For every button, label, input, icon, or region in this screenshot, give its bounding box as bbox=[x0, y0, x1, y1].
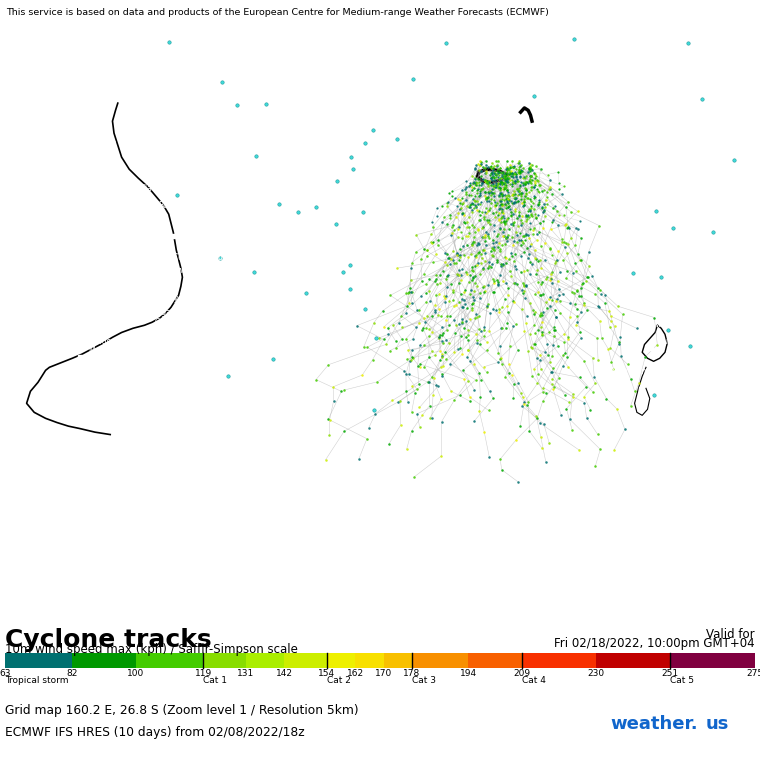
Text: us: us bbox=[706, 714, 730, 733]
Text: 162: 162 bbox=[347, 670, 364, 678]
Text: Valid for: Valid for bbox=[706, 628, 755, 641]
Text: Map data © OpenStreetMap contributors, rendering GIScience Research Group @ Heid: Map data © OpenStreetMap contributors, r… bbox=[449, 618, 756, 624]
Text: 131: 131 bbox=[237, 670, 254, 678]
Text: Bendigo: Bendigo bbox=[80, 337, 111, 346]
Bar bbox=[468, 653, 521, 668]
Text: 100: 100 bbox=[127, 670, 144, 678]
Text: 230: 230 bbox=[587, 670, 604, 678]
Bar bbox=[596, 653, 670, 668]
Bar bbox=[245, 653, 284, 668]
Text: weather.: weather. bbox=[610, 714, 698, 733]
Text: Gladstone: Gladstone bbox=[140, 184, 179, 193]
Text: ECMWF IFS HRES (10 days) from 02/08/2022/18z: ECMWF IFS HRES (10 days) from 02/08/2022… bbox=[5, 726, 305, 739]
Text: Coffs Harbour: Coffs Harbour bbox=[173, 252, 226, 261]
Text: 63: 63 bbox=[0, 670, 11, 678]
Bar bbox=[327, 653, 355, 668]
Text: Wagga Wagga: Wagga Wagga bbox=[116, 308, 171, 317]
Text: 194: 194 bbox=[460, 670, 477, 678]
Text: 142: 142 bbox=[276, 670, 293, 678]
Text: Townsville: Townsville bbox=[78, 138, 117, 147]
Text: Palmerston North: Palmerston North bbox=[650, 378, 717, 387]
Text: 119: 119 bbox=[195, 670, 212, 678]
Text: Melbourne: Melbourne bbox=[88, 346, 128, 355]
Text: 251: 251 bbox=[661, 670, 679, 678]
Text: 10m wind speed max (kph) / Saffir-Simpson scale: 10m wind speed max (kph) / Saffir-Simpso… bbox=[5, 643, 298, 657]
Text: Whangarei: Whangarei bbox=[652, 320, 694, 329]
Bar bbox=[355, 653, 384, 668]
Text: Canberra: Canberra bbox=[154, 318, 190, 327]
Text: Cat 2: Cat 2 bbox=[327, 676, 351, 685]
Text: 170: 170 bbox=[375, 670, 392, 678]
Bar bbox=[412, 653, 468, 668]
Text: Port Vila: Port Vila bbox=[535, 112, 567, 121]
Text: Fri 02/18/2022, 10:00pm GMT+04: Fri 02/18/2022, 10:00pm GMT+04 bbox=[554, 637, 755, 650]
Text: 154: 154 bbox=[318, 670, 335, 678]
Text: 82: 82 bbox=[67, 670, 78, 678]
Text: Bundaberg: Bundaberg bbox=[158, 201, 200, 210]
Text: Brisbane: Brisbane bbox=[182, 225, 215, 234]
Bar bbox=[203, 653, 245, 668]
Bar bbox=[136, 653, 203, 668]
Text: This service is based on data and products of the European Centre for Medium-ran: This service is based on data and produc… bbox=[6, 8, 549, 17]
Bar bbox=[5, 653, 72, 668]
Text: Cairns: Cairns bbox=[83, 106, 107, 116]
Text: Cat 1: Cat 1 bbox=[203, 676, 227, 685]
Text: Mildura: Mildura bbox=[24, 291, 52, 300]
Text: 275: 275 bbox=[746, 670, 760, 678]
Text: Tamworth: Tamworth bbox=[163, 266, 201, 275]
Text: New Plymouth: New Plymouth bbox=[611, 367, 667, 375]
Bar bbox=[521, 653, 596, 668]
Text: Cat 5: Cat 5 bbox=[670, 676, 694, 685]
Text: Rotorua: Rotorua bbox=[677, 353, 708, 362]
Text: Cat 3: Cat 3 bbox=[412, 676, 435, 685]
Text: Grid map 160.2 E, 26.8 S (Zoom level 1 / Resolution 5km): Grid map 160.2 E, 26.8 S (Zoom level 1 /… bbox=[5, 704, 359, 717]
Text: Cat 4: Cat 4 bbox=[521, 676, 546, 685]
Bar bbox=[670, 653, 755, 668]
Text: Sydney: Sydney bbox=[169, 294, 198, 303]
Bar bbox=[72, 653, 136, 668]
Text: Auckland: Auckland bbox=[659, 337, 695, 346]
Text: Cyclone tracks: Cyclone tracks bbox=[5, 628, 211, 651]
Text: 209: 209 bbox=[513, 670, 530, 678]
Text: Tropical storm: Tropical storm bbox=[5, 676, 68, 685]
Text: 178: 178 bbox=[404, 670, 420, 678]
Bar bbox=[284, 653, 327, 668]
Text: Orange: Orange bbox=[146, 288, 174, 297]
Text: Suv: Suv bbox=[732, 108, 746, 117]
Bar bbox=[384, 653, 412, 668]
